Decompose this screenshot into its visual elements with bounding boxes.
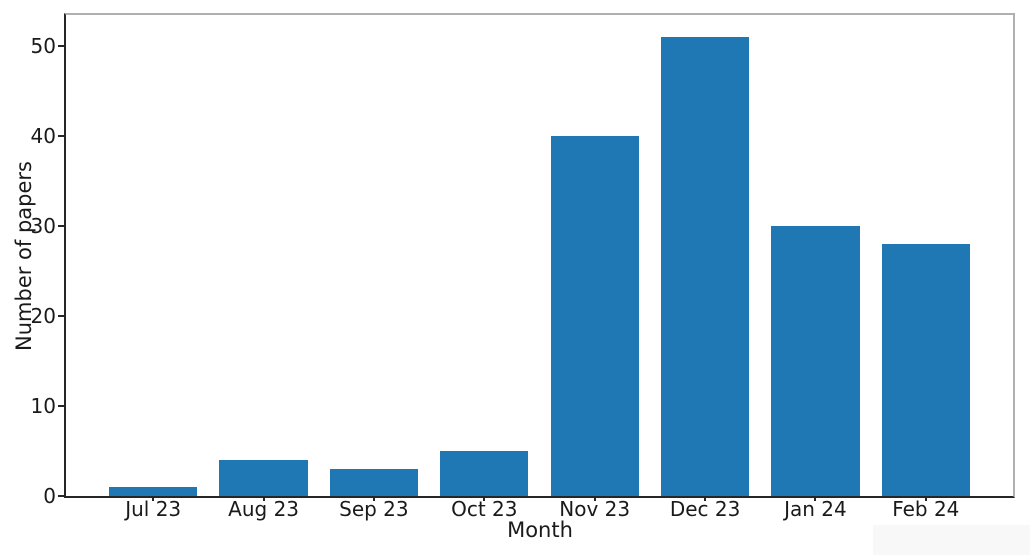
- watermark: [873, 525, 1030, 555]
- x-tick-label-dec-23: Dec 23: [669, 497, 741, 521]
- x-tick-label-jul-23: Jul 23: [125, 497, 182, 521]
- y-tick-mark: [58, 314, 64, 317]
- x-tick-label-sep-23: Sep 23: [339, 497, 409, 521]
- x-tick-mark: [152, 496, 155, 501]
- y-tick-label-30: 30: [30, 213, 56, 238]
- x-tick-mark: [483, 496, 486, 501]
- bar-oct-23: [440, 451, 529, 496]
- y-tick-mark: [58, 404, 64, 407]
- x-axis-label: Month: [507, 518, 573, 542]
- x-tick-label-nov-23: Nov 23: [559, 497, 631, 521]
- y-tick-mark: [58, 134, 64, 137]
- y-tick-label-50: 50: [30, 33, 56, 58]
- y-tick-label-0: 0: [43, 484, 56, 508]
- x-tick-mark: [924, 496, 927, 501]
- x-tick-label-jan-24: Jan 24: [784, 497, 847, 521]
- x-tick-label-aug-23: Aug 23: [228, 497, 300, 521]
- x-tick-mark: [262, 496, 265, 501]
- y-tick-mark: [58, 224, 64, 227]
- bar-sep-23: [329, 469, 419, 496]
- bar-aug-23: [219, 460, 308, 496]
- x-tick-mark: [372, 496, 375, 501]
- bar-jul-23: [109, 487, 198, 496]
- y-tick-mark: [58, 495, 64, 497]
- bar-nov-23: [550, 135, 639, 496]
- x-tick-label-oct-23: Oct 23: [451, 497, 518, 521]
- x-tick-label-feb-24: Feb 24: [892, 497, 960, 521]
- plot-area: [64, 13, 1015, 498]
- bar-dec-23: [660, 36, 750, 496]
- y-tick-label-40: 40: [30, 123, 56, 148]
- y-tick-label-10: 10: [30, 393, 56, 418]
- bar-jan-24: [771, 225, 860, 496]
- y-tick-mark: [58, 44, 64, 47]
- x-tick-mark: [704, 496, 707, 501]
- y-tick-label-20: 20: [30, 303, 56, 328]
- x-tick-mark: [593, 496, 596, 501]
- bar-feb-24: [881, 243, 970, 496]
- x-tick-mark: [814, 496, 817, 501]
